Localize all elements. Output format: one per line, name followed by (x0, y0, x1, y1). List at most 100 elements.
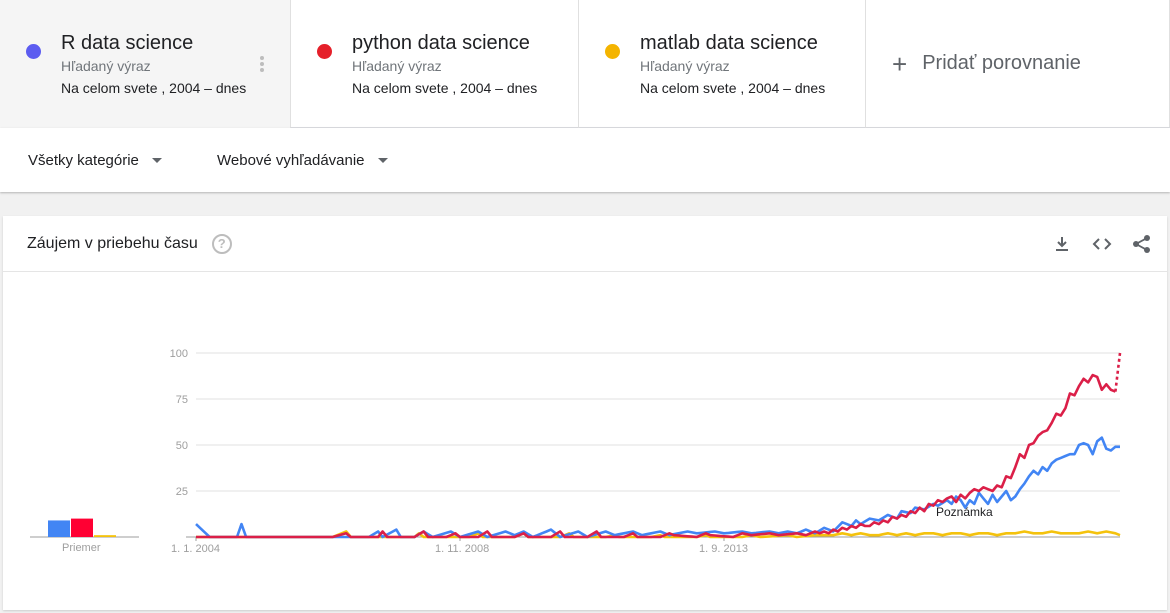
data-point (1064, 407, 1066, 409)
card-title: Záujem v priebehu času (27, 234, 198, 252)
data-point (1014, 466, 1016, 468)
data-point (832, 534, 834, 536)
search-type-dropdown[interactable]: Webové vyhľadávanie (217, 152, 388, 169)
data-point (746, 533, 748, 535)
data-point (873, 521, 875, 523)
data-point (668, 534, 670, 536)
x-axis-ticks: 1. 1. 2004 1. 11. 2008 1. 9. 2013 (171, 537, 748, 555)
data-point (705, 534, 707, 536)
share-icon[interactable] (1131, 233, 1153, 255)
data-point (923, 508, 925, 510)
data-point (910, 512, 912, 514)
data-point (778, 534, 780, 536)
data-point (914, 507, 916, 509)
data-point (1033, 470, 1035, 472)
data-point (477, 531, 479, 533)
data-point (810, 535, 812, 537)
add-comparison-button[interactable]: + Pridať porovnanie (866, 0, 1170, 127)
data-point (377, 531, 379, 533)
caret-down-icon (377, 157, 388, 163)
data-point (996, 534, 998, 536)
data-point (218, 536, 220, 538)
data-point (709, 536, 711, 538)
download-icon[interactable] (1051, 233, 1073, 255)
search-term-card-r[interactable]: R data science Hľadaný výraz Na celom sv… (0, 0, 291, 128)
data-point (937, 533, 939, 535)
help-icon[interactable]: ? (211, 233, 232, 254)
data-point (646, 536, 648, 538)
average-bar-python (71, 518, 93, 537)
data-point (1019, 531, 1021, 533)
data-point (1033, 442, 1035, 444)
data-point (769, 531, 771, 533)
data-point (691, 531, 693, 533)
data-point (268, 536, 270, 538)
data-point (655, 536, 657, 538)
data-point (250, 536, 252, 538)
data-point (609, 532, 611, 534)
data-point (891, 516, 893, 518)
data-point (901, 533, 903, 535)
data-point (864, 533, 866, 535)
data-point (582, 536, 584, 538)
data-point (718, 531, 720, 533)
data-point (746, 535, 748, 537)
data-point (286, 536, 288, 538)
data-point (414, 536, 416, 538)
data-point (659, 531, 661, 533)
data-point (810, 531, 812, 533)
data-point (514, 534, 516, 536)
data-point (445, 536, 447, 538)
data-point (846, 523, 848, 525)
data-point (1078, 385, 1080, 387)
embed-code-icon[interactable] (1091, 233, 1113, 255)
data-point (227, 536, 229, 538)
search-term-card-python[interactable]: python data science Hľadaný výraz Na cel… (291, 0, 579, 128)
data-point (637, 532, 639, 534)
data-point (960, 494, 962, 496)
data-point (951, 532, 953, 534)
data-point (568, 533, 570, 535)
search-term-card-matlab[interactable]: matlab data science Hľadaný výraz Na cel… (579, 0, 866, 128)
data-point (231, 536, 233, 538)
data-point (1074, 394, 1076, 396)
data-point (905, 532, 907, 534)
data-point (728, 536, 730, 538)
data-point (641, 534, 643, 536)
data-point (400, 536, 402, 538)
interest-over-time-chart: 25 50 75 100 1. 1. 2004 1. 11. 2008 1. 9. 201… (30, 348, 1122, 555)
data-point (932, 532, 934, 534)
data-point (810, 532, 812, 534)
data-point (732, 531, 734, 533)
data-point (759, 533, 761, 535)
data-point (928, 503, 930, 505)
data-point (341, 534, 343, 536)
data-point (678, 535, 680, 537)
data-point (755, 532, 757, 534)
more-options-icon[interactable] (259, 56, 265, 72)
category-dropdown[interactable]: Všetky kategórie (28, 152, 162, 169)
data-point (759, 531, 761, 533)
term-color-dot (26, 44, 41, 59)
chart-note-label[interactable]: Poznámka (936, 505, 993, 519)
data-point (819, 530, 821, 532)
data-point (391, 536, 393, 538)
data-point (1037, 435, 1039, 437)
data-point (978, 490, 980, 492)
data-point (942, 534, 944, 536)
data-point (436, 536, 438, 538)
data-point (769, 532, 771, 534)
data-point (901, 510, 903, 512)
data-point (386, 534, 388, 536)
data-point (910, 533, 912, 535)
data-point (1060, 532, 1062, 534)
data-point (596, 536, 598, 538)
data-point (359, 536, 361, 538)
data-point (573, 532, 575, 534)
data-point (641, 536, 643, 538)
data-point (1055, 413, 1057, 415)
term-name: R data science (61, 32, 194, 54)
data-point (746, 531, 748, 533)
data-point (209, 536, 211, 538)
data-point (1092, 453, 1094, 455)
